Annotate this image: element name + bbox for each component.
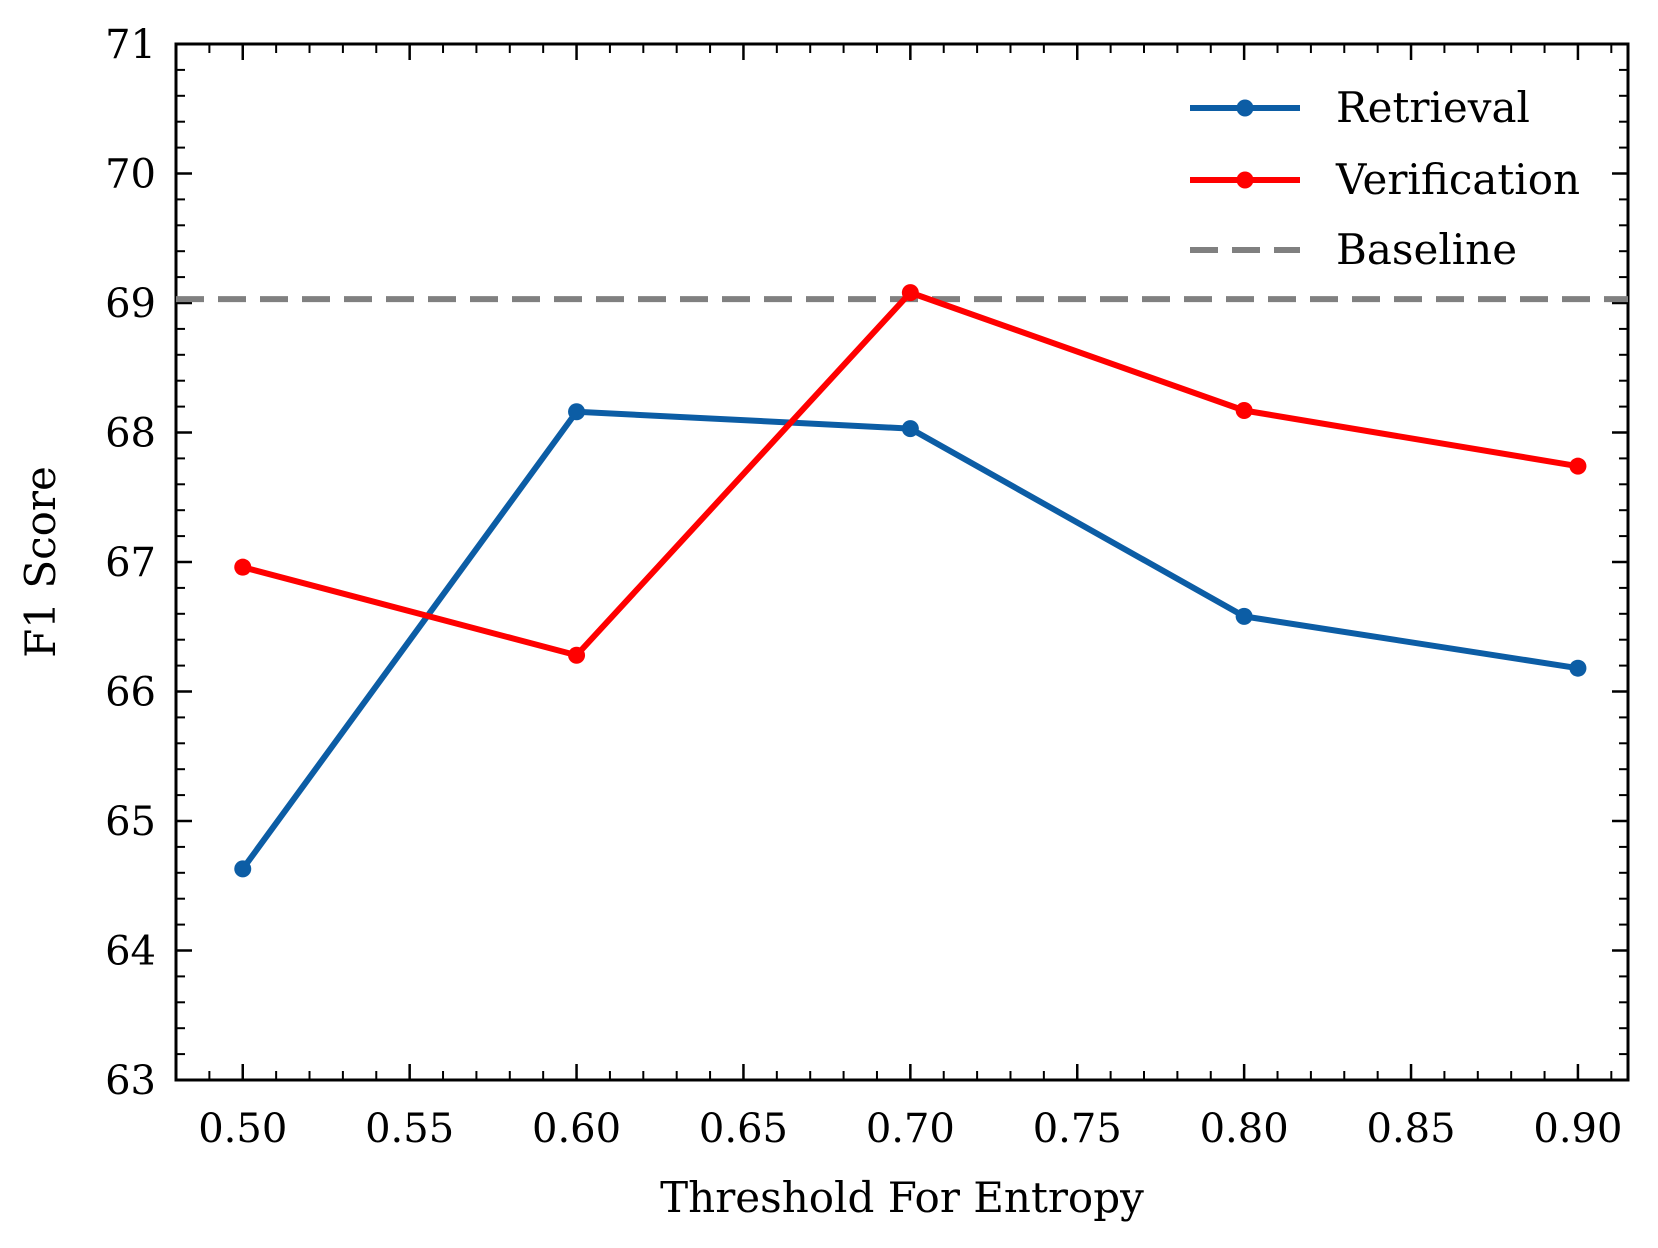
y-tick-label: 67 [105, 540, 156, 586]
x-tick-label: 0.75 [1033, 1106, 1122, 1152]
series-group [176, 284, 1628, 878]
x-tick-label: 0.85 [1367, 1106, 1456, 1152]
data-point-verification [1569, 457, 1587, 475]
data-point-verification [1235, 401, 1253, 419]
legend-marker-retrieval [1236, 99, 1254, 117]
data-point-verification [234, 558, 252, 576]
series-line-retrieval [239, 408, 1581, 872]
y-tick-label: 70 [105, 152, 156, 198]
axes: 0.50 0.55 0.60 0.65 0.70 0.75 0.80 0.85 0.90 63 64… [105, 22, 1630, 1152]
x-tick-label: 0.65 [699, 1106, 788, 1152]
data-point-verification [568, 646, 586, 664]
series-line-verification [239, 289, 1581, 659]
legend-label-retrieval: Retrieval [1336, 83, 1530, 132]
x-tick-label: 0.50 [198, 1106, 287, 1152]
legend-label-baseline: Baseline [1336, 225, 1517, 274]
y-tick-label: 71 [105, 22, 156, 68]
legend: Retrieval Verification Baseline [1190, 83, 1580, 274]
data-point-retrieval [234, 860, 252, 878]
x-tick-label: 0.90 [1533, 1106, 1622, 1152]
data-point-verification [901, 284, 919, 302]
legend-label-verification: Verification [1335, 155, 1580, 204]
legend-marker-verification [1236, 171, 1254, 189]
data-point-retrieval [1235, 607, 1253, 625]
y-tick-label: 68 [105, 411, 156, 457]
x-tick-label: 0.55 [365, 1106, 454, 1152]
x-tick-label: 0.70 [866, 1106, 955, 1152]
x-axis-label: Threshold For Entropy [660, 1173, 1144, 1222]
y-tick-label: 64 [105, 929, 156, 975]
x-tick-label: 0.80 [1200, 1106, 1289, 1152]
data-point-retrieval [901, 420, 919, 438]
y-tick-label: 63 [105, 1058, 156, 1104]
data-point-retrieval [568, 403, 586, 421]
y-axis-label: F1 Score [16, 466, 65, 658]
y-tick-label: 66 [105, 670, 156, 716]
y-tick-label: 65 [105, 799, 156, 845]
data-point-retrieval [1569, 659, 1587, 677]
x-tick-label: 0.60 [532, 1106, 621, 1152]
y-tick-label: 69 [105, 281, 156, 327]
